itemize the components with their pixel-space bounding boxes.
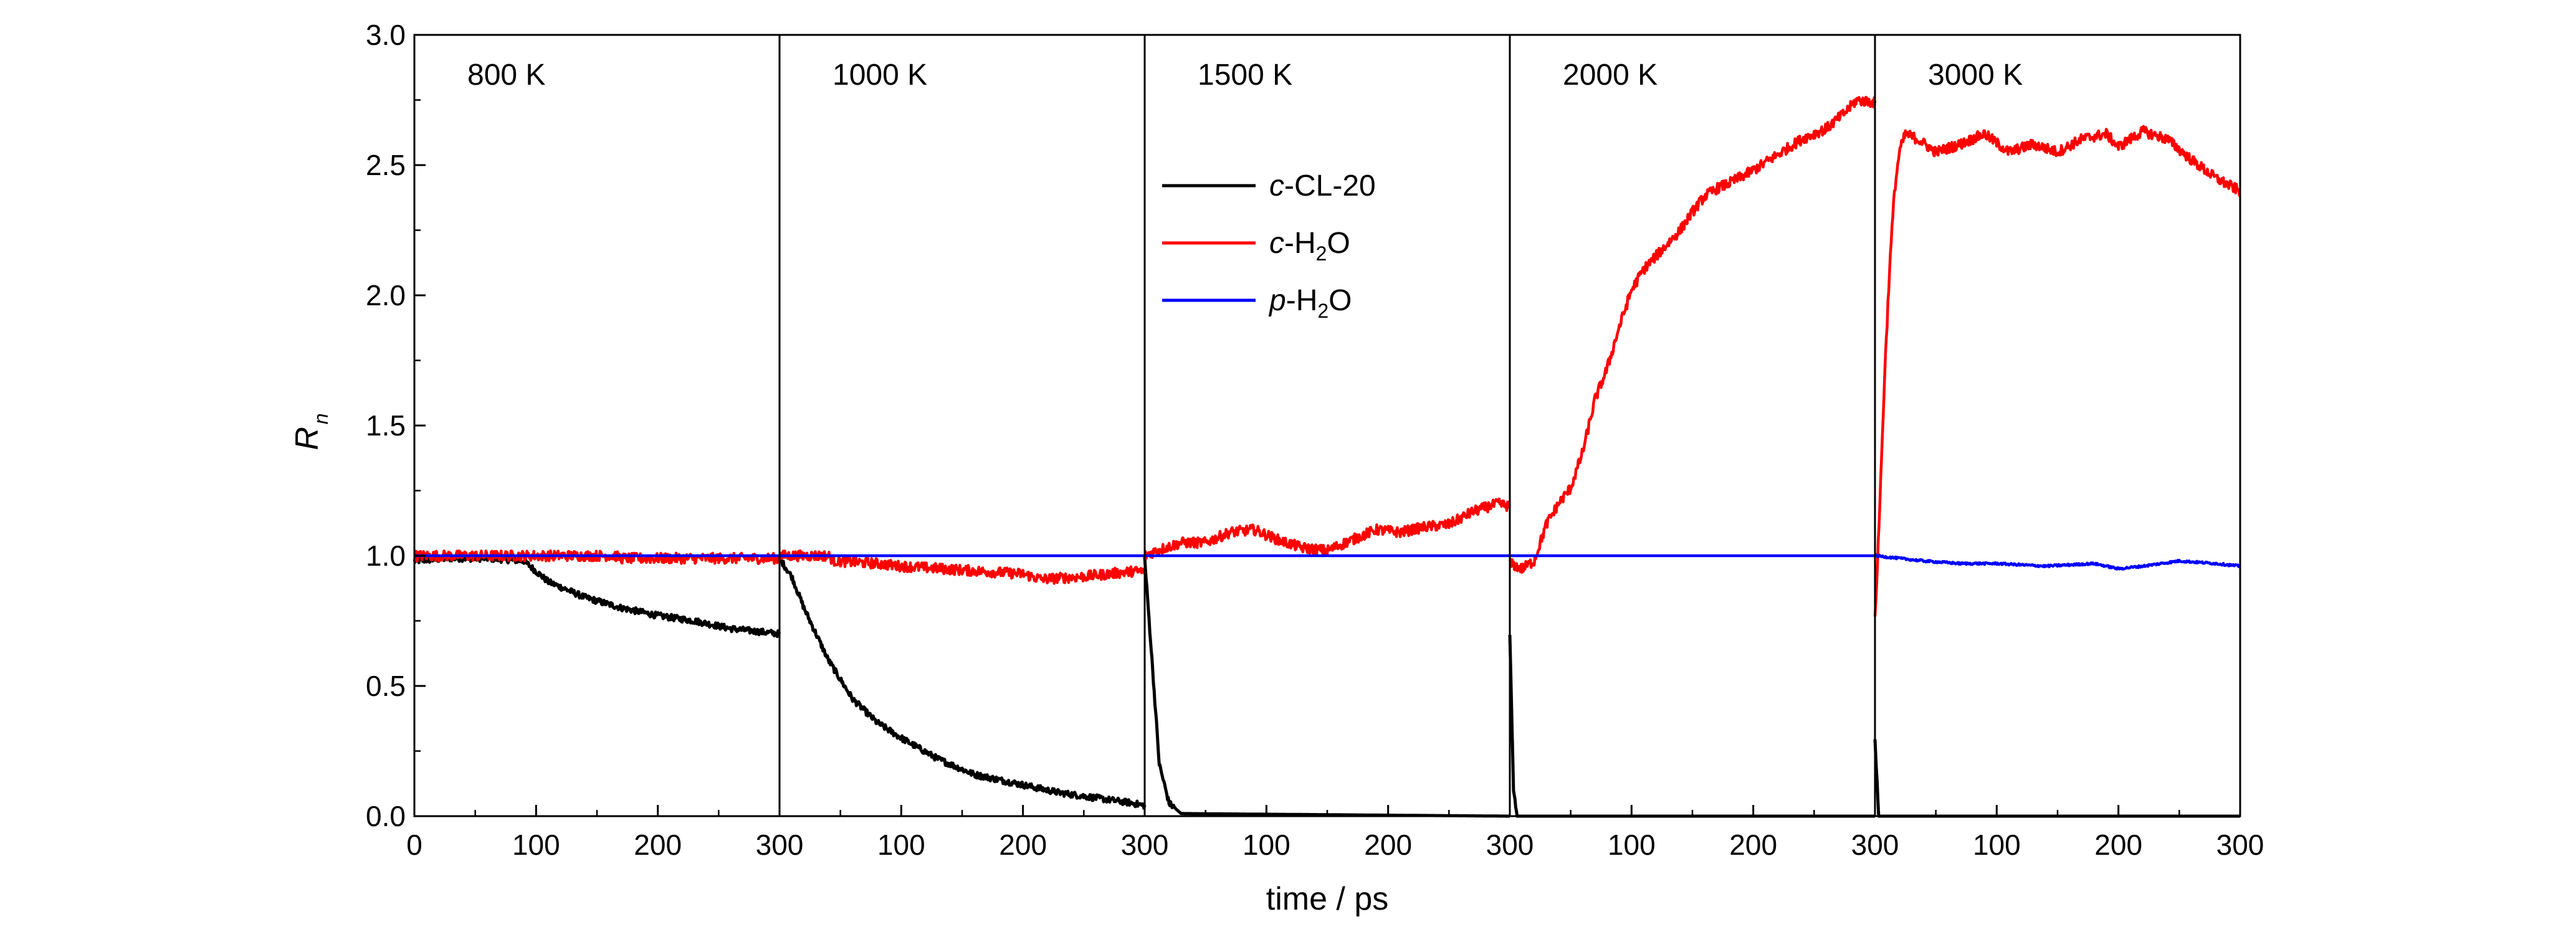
series-line-p-h2o-panel-5 xyxy=(1874,553,2241,571)
y-axis-title-main: R xyxy=(289,427,325,450)
series-line-c-cl-20-panel-4 xyxy=(1508,635,1876,818)
panel-label: 800 K xyxy=(467,59,545,92)
series-layer xyxy=(413,95,2241,818)
series-line-c-h2o-panel-3 xyxy=(1143,497,1512,560)
x-tick-label: 300 xyxy=(756,829,804,861)
legend-label: p-H2O xyxy=(1268,284,1352,322)
panel-label: 2000 K xyxy=(1563,59,1658,92)
series-line-c-h2o-panel-5 xyxy=(1873,125,2241,617)
x-tick-label: 300 xyxy=(2216,829,2264,861)
panel-label: 1000 K xyxy=(832,59,927,92)
series-line-c-h2o-panel-1 xyxy=(413,549,781,565)
x-tick-label: 100 xyxy=(512,829,560,861)
x-axis-title: time / ps xyxy=(1266,881,1389,917)
y-tick-label: 0.5 xyxy=(366,670,406,702)
x-tick-label: 200 xyxy=(999,829,1047,861)
x-tick-label: 200 xyxy=(634,829,682,861)
series-line-c-h2o-panel-4 xyxy=(1508,95,1877,574)
y-tick-label: 3.0 xyxy=(366,19,406,51)
series-line-c-cl-20-panel-2 xyxy=(778,556,1147,810)
x-tick-label: 300 xyxy=(1121,829,1169,861)
series-c-cl-20 xyxy=(413,553,2241,818)
legend-label: c-H2O xyxy=(1269,227,1350,265)
legend: c-CL-20 c-H2O p-H2O xyxy=(1162,169,1376,322)
series-line-c-cl-20-panel-1 xyxy=(413,553,781,639)
plot-border xyxy=(413,34,2241,817)
x-tick-label: 100 xyxy=(877,829,925,861)
x-tick-label: 200 xyxy=(2094,829,2142,861)
panel-label: 3000 K xyxy=(1928,59,2023,92)
y-axis-title-sub: n xyxy=(310,413,332,424)
y-tick-label: 1.0 xyxy=(366,540,406,572)
x-tick-label: 300 xyxy=(1486,829,1534,861)
axis-labels: 0.0 0.5 1.0 1.5 2.0 2.5 3.0 0 100 200 300 800 K 100 2… xyxy=(289,19,2264,917)
y-tick-label: 2.0 xyxy=(366,279,406,312)
x-tick-label: 200 xyxy=(1364,829,1412,861)
x-tick-label: 0 xyxy=(406,829,422,861)
series-line-c-cl-20-panel-5 xyxy=(1873,739,2241,818)
legend-label: c-CL-20 xyxy=(1269,169,1376,202)
y-axis-title-text: Rn xyxy=(289,413,332,450)
y-tick-label: 1.5 xyxy=(366,409,406,442)
x-tick-label: 100 xyxy=(1973,829,2021,861)
series-line-c-h2o-panel-2 xyxy=(778,549,1147,585)
y-tick-label: 2.5 xyxy=(366,149,406,181)
x-tick-label: 200 xyxy=(1729,829,1777,861)
series-c-h2o xyxy=(413,95,2241,617)
x-tick-label: 100 xyxy=(1243,829,1290,861)
plot-frame xyxy=(413,34,2241,817)
x-tick-label: 300 xyxy=(1851,829,1899,861)
panel-label: 1500 K xyxy=(1198,59,1292,92)
axis-ticks xyxy=(413,34,2241,817)
y-axis-title: Rn xyxy=(289,413,332,450)
series-line-c-cl-20-panel-3 xyxy=(1143,557,1511,818)
series-p-h2o xyxy=(413,553,2241,571)
x-tick-label: 100 xyxy=(1608,829,1656,861)
y-tick-label: 0.0 xyxy=(366,800,406,832)
